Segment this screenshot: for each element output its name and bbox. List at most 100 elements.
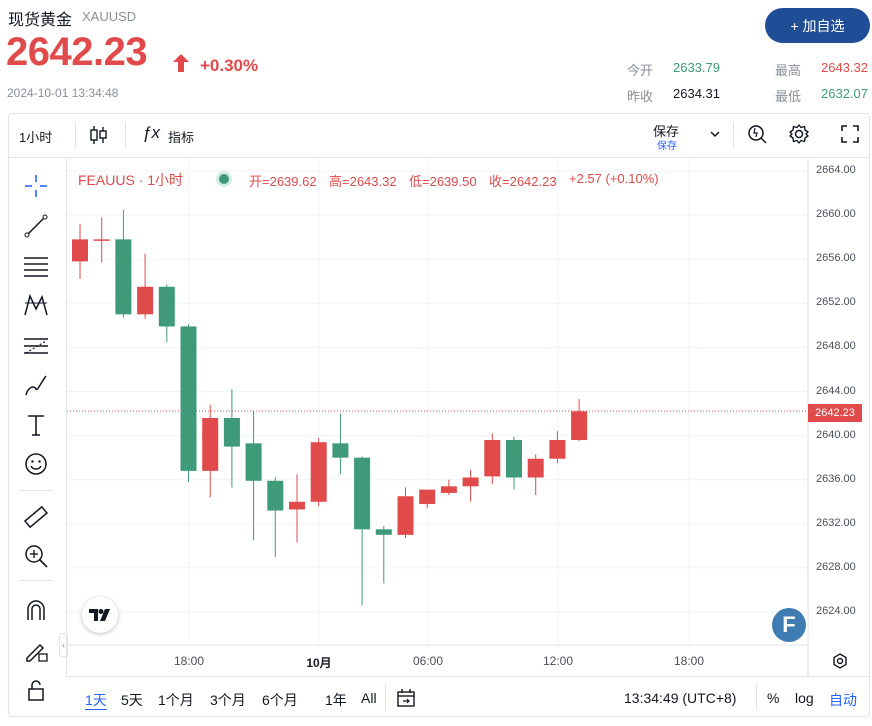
prev-close-value: 2634.31	[673, 86, 720, 101]
candle-body[interactable]	[571, 411, 588, 441]
candle-body[interactable]	[180, 326, 197, 471]
candle-body[interactable]	[202, 417, 219, 471]
drawing-toolbar	[10, 158, 62, 718]
range-button[interactable]: 3个月	[210, 692, 246, 708]
save-button[interactable]: 保存	[653, 124, 680, 139]
legend-close: 收=2642.23	[489, 174, 557, 189]
gear-icon[interactable]	[788, 123, 810, 145]
open-value: 2633.79	[673, 60, 720, 75]
candle-body[interactable]	[419, 489, 436, 504]
price-tick-label: 2660.00	[816, 208, 856, 221]
indicators-button[interactable]: 指标	[168, 130, 195, 145]
candle-body[interactable]	[158, 286, 175, 327]
candle-body[interactable]	[137, 286, 154, 315]
lock-icon[interactable]	[22, 676, 50, 704]
time-tick-label: 12:00	[542, 654, 574, 668]
market-status-dot	[219, 174, 229, 184]
crosshair-icon[interactable]	[22, 172, 50, 200]
candles-icon[interactable]	[88, 124, 110, 146]
tools-divider	[20, 580, 52, 581]
candle-body[interactable]	[289, 501, 305, 510]
candle-body[interactable]	[72, 239, 88, 262]
chevron-down-icon[interactable]	[709, 130, 721, 138]
bottom-divider	[385, 684, 386, 710]
last-price: 2642.23	[6, 30, 148, 74]
high-value: 2643.32	[821, 60, 868, 75]
indicators-icon[interactable]: ƒx	[142, 123, 160, 142]
candle-body[interactable]	[223, 417, 240, 447]
price-tick-label: 2644.00	[816, 384, 856, 397]
ruler-icon[interactable]	[22, 503, 50, 531]
legend-low: 低=2639.50	[409, 174, 477, 189]
candle-body[interactable]	[527, 458, 544, 478]
projection-icon[interactable]	[22, 332, 50, 360]
candle-body[interactable]	[484, 440, 501, 477]
pattern-icon[interactable]	[22, 291, 50, 319]
legend-high: 高=2643.32	[329, 174, 397, 189]
toolbar-border	[8, 157, 870, 158]
candle-body[interactable]	[440, 486, 457, 493]
candle-body[interactable]	[462, 477, 479, 487]
price-change: +0.30%	[200, 56, 259, 75]
percent-scale-toggle[interactable]: %	[767, 690, 780, 706]
candle-body[interactable]	[115, 239, 132, 315]
candle-body[interactable]	[375, 529, 392, 535]
log-scale-toggle[interactable]: log	[795, 690, 814, 706]
range-button[interactable]: 1年	[325, 692, 347, 708]
timezone-clock[interactable]: 13:34:49 (UTC+8)	[624, 690, 737, 706]
arrow-up-icon	[173, 54, 189, 72]
toolbar-divider	[75, 122, 76, 148]
fib-retracement-icon[interactable]	[22, 252, 50, 280]
calendar-range-icon[interactable]	[395, 687, 417, 709]
price-tick-label: 2636.00	[816, 472, 856, 485]
tv-logo-icon	[89, 609, 110, 621]
low-label: 最低	[775, 89, 802, 104]
magnet-icon[interactable]	[22, 596, 50, 624]
brush-icon[interactable]	[22, 371, 50, 399]
candle-body[interactable]	[549, 440, 566, 459]
broker-badge-icon[interactable]: F	[772, 608, 806, 642]
price-timestamp: 2024-10-01 13:34:48	[7, 86, 119, 100]
range-button[interactable]: 1天	[85, 692, 107, 708]
candle-body[interactable]	[245, 443, 262, 481]
tradingview-logo[interactable]	[82, 597, 118, 633]
price-tick-label: 2624.00	[816, 605, 856, 617]
tools-border	[66, 157, 67, 677]
lock-drawing-icon[interactable]	[22, 636, 50, 664]
legend-symbol: FEAUUS · 1小时	[78, 172, 184, 188]
range-button[interactable]: All	[361, 690, 377, 706]
candle-body[interactable]	[506, 440, 522, 478]
last-price-tag: 2642.23	[808, 404, 862, 422]
candle-body[interactable]	[332, 443, 349, 458]
price-tick-label: 2632.00	[816, 516, 856, 529]
candle-body[interactable]	[310, 442, 327, 502]
text-tool-icon[interactable]	[22, 411, 50, 439]
candle-body[interactable]	[267, 480, 284, 511]
fullscreen-icon[interactable]	[840, 124, 860, 144]
low-value: 2632.07	[821, 86, 868, 101]
candle-body[interactable]	[93, 239, 110, 241]
range-button[interactable]: 6个月	[262, 692, 298, 708]
legend-open: 开=2639.62	[249, 174, 317, 189]
auto-scale-toggle[interactable]: 自动	[829, 692, 857, 708]
emoji-icon[interactable]	[22, 450, 50, 478]
price-tick-label: 2648.00	[816, 340, 856, 353]
add-watchlist-button[interactable]: + 加自选	[765, 8, 870, 43]
price-tick-label: 2664.00	[816, 164, 856, 176]
zoom-in-icon[interactable]	[22, 542, 50, 570]
axis-settings-icon[interactable]	[831, 652, 849, 670]
tools-divider	[20, 490, 52, 491]
time-tick-label: 06:00	[412, 654, 444, 668]
candle-body[interactable]	[397, 496, 414, 535]
time-tick-label: 18:00	[173, 654, 205, 668]
instrument-symbol: XAUUSD	[82, 9, 137, 24]
candle-body[interactable]	[354, 457, 371, 530]
range-button[interactable]: 1个月	[158, 692, 194, 708]
instrument-title: 现货黄金	[8, 12, 73, 29]
range-button[interactable]: 5天	[121, 692, 143, 708]
quick-search-icon[interactable]	[746, 123, 768, 145]
interval-selector[interactable]: 1小时	[19, 130, 53, 145]
trend-line-icon[interactable]	[22, 212, 50, 240]
bottom-divider	[756, 684, 757, 710]
